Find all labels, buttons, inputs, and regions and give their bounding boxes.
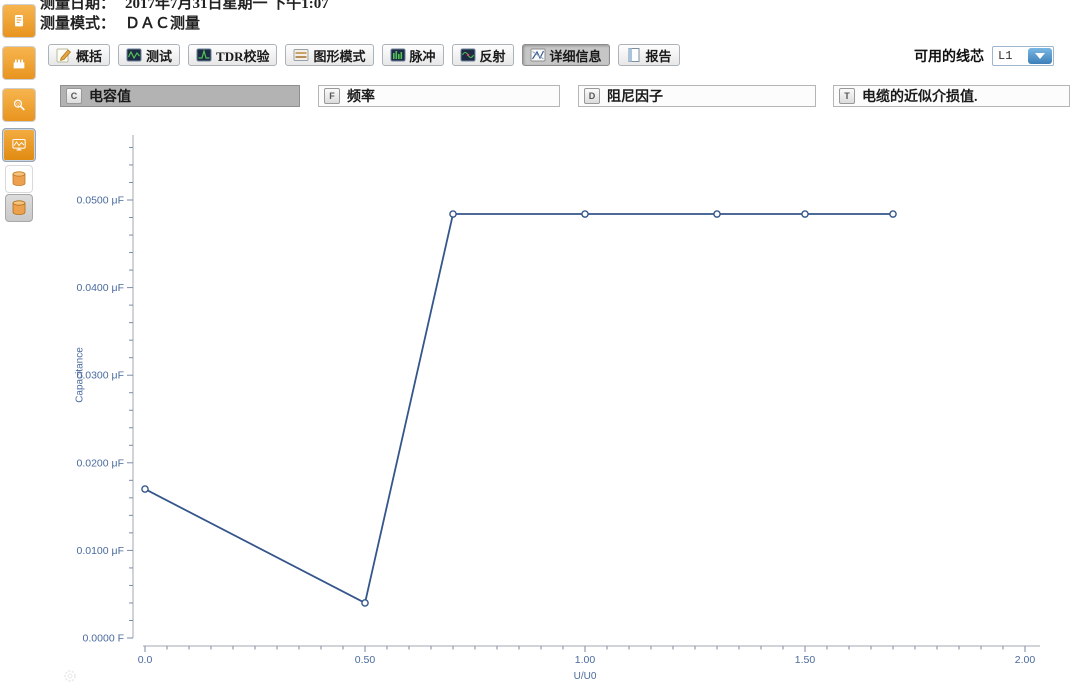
gear-icon (64, 670, 76, 682)
detail-chart-icon (530, 48, 546, 62)
sidebar-database-button-1[interactable] (5, 165, 33, 193)
toolbar-button-graph-mode[interactable]: 图形模式 (285, 44, 374, 66)
measure-date-line: 测量日期： 2017年7月31日星期一 下午1:07 (40, 0, 329, 13)
measure-mode-line: 测量模式： ＤＡＣ测量 (40, 12, 200, 33)
reflection-wave-icon (460, 48, 476, 62)
y-tick-label: 0.0400 μF (77, 282, 125, 294)
toolbar-button-label: 脉冲 (409, 48, 436, 64)
search-magnifier-icon: Q (13, 99, 25, 111)
waveform-monitor-icon (12, 138, 26, 151)
toolbar-button-pulse[interactable]: 脉冲 (381, 44, 444, 66)
tab-damping-factor[interactable]: D 阻尼因子 (578, 85, 816, 107)
toolbar-button-details[interactable]: 详细信息 (521, 44, 610, 66)
tab-label: 频率 (347, 90, 375, 105)
waveform-screen-icon (196, 48, 212, 62)
measure-mode-value: ＤＡＣ测量 (125, 16, 201, 32)
data-series-line (144, 213, 893, 604)
tab-key-badge: C (66, 88, 82, 104)
data-point (361, 599, 369, 607)
toolbar-button-tdr-calibration[interactable]: TDR校验 (188, 44, 278, 66)
sidebar-report-document-button[interactable] (2, 4, 36, 38)
y-tick-label: 0.0000 F (83, 633, 124, 645)
x-tick-label: 1.00 (575, 654, 596, 666)
tab-key-badge: F (324, 88, 340, 104)
measure-date-value: 2017年7月31日星期一 下午1:07 (125, 0, 329, 12)
data-point (581, 210, 589, 218)
measure-mode-label: 测量模式： (40, 16, 116, 32)
report-page-icon (628, 48, 640, 62)
edit-pencil-icon (56, 48, 72, 63)
tab-label: 电容值 (89, 90, 131, 105)
y-tick-label: 0.0200 μF (77, 457, 125, 469)
data-point (713, 210, 721, 218)
database-icon (12, 200, 26, 215)
toolbar-button-label: 详细信息 (549, 48, 602, 64)
layers-lines-icon (293, 49, 309, 61)
database-icon (12, 171, 26, 186)
toolbar-button-label: TDR校验 (216, 48, 270, 64)
toolbar-button-test[interactable]: 测试 (118, 44, 181, 66)
sidebar-connector-button[interactable] (2, 46, 36, 80)
available-core-selector: 可用的线芯 L1 (914, 46, 1054, 66)
tab-cable-loss[interactable]: T 电缆的近似介损值. (833, 85, 1070, 107)
sidebar-database-button-2[interactable] (5, 194, 33, 222)
svg-text:Q: Q (16, 101, 20, 106)
available-core-label: 可用的线芯 (914, 50, 984, 65)
tab-frequency[interactable]: F 频率 (318, 85, 560, 107)
report-document-icon (15, 15, 24, 27)
toolbar-button-label: 报告 (645, 48, 672, 64)
toolbar-button-label: 概括 (76, 48, 103, 64)
x-tick-label: 0.0 (138, 654, 153, 666)
toolbar-button-report[interactable]: 报告 (617, 44, 680, 66)
y-tick-label: 0.0100 μF (77, 545, 125, 557)
connector-icon (13, 59, 25, 69)
tab-key-badge: T (839, 88, 855, 104)
toolbar: 概括 测试 TDR校验 图形模式 (48, 44, 680, 66)
core-combobox[interactable]: L1 (992, 46, 1054, 66)
pulse-bars-icon (390, 48, 405, 62)
tab-capacitance[interactable]: C 电容值 (60, 85, 300, 107)
x-tick-label: 0.50 (355, 654, 376, 666)
chart-y-axis-label: Capacitance (74, 347, 86, 403)
chevron-down-icon[interactable] (1028, 48, 1052, 64)
toolbar-button-label: 反射 (479, 48, 506, 64)
y-tick-label: 0.0500 μF (77, 195, 125, 207)
data-point (889, 210, 897, 218)
toolbar-button-overview[interactable]: 概括 (48, 44, 111, 66)
chart-x-axis-label: U/U0 (574, 671, 597, 682)
measure-date-label: 测量日期： (40, 0, 116, 12)
toolbar-button-label: 图形模式 (313, 48, 366, 64)
x-tick-label: 1.50 (795, 654, 816, 666)
toolbar-button-reflection[interactable]: 反射 (451, 44, 514, 66)
sidebar-waveform-monitor-button[interactable] (2, 128, 36, 162)
sidebar-search-button[interactable]: Q (2, 88, 36, 122)
waveform-screen-icon (126, 48, 142, 62)
x-tick-label: 2.00 (1015, 654, 1036, 666)
data-point (449, 210, 457, 218)
tab-label: 电缆的近似介损值. (862, 90, 978, 105)
toolbar-button-label: 测试 (146, 48, 173, 64)
tab-label: 阻尼因子 (607, 90, 663, 105)
core-combobox-value: L1 (998, 49, 1013, 63)
data-point (141, 485, 149, 493)
data-point (801, 210, 809, 218)
tab-key-badge: D (584, 88, 600, 104)
